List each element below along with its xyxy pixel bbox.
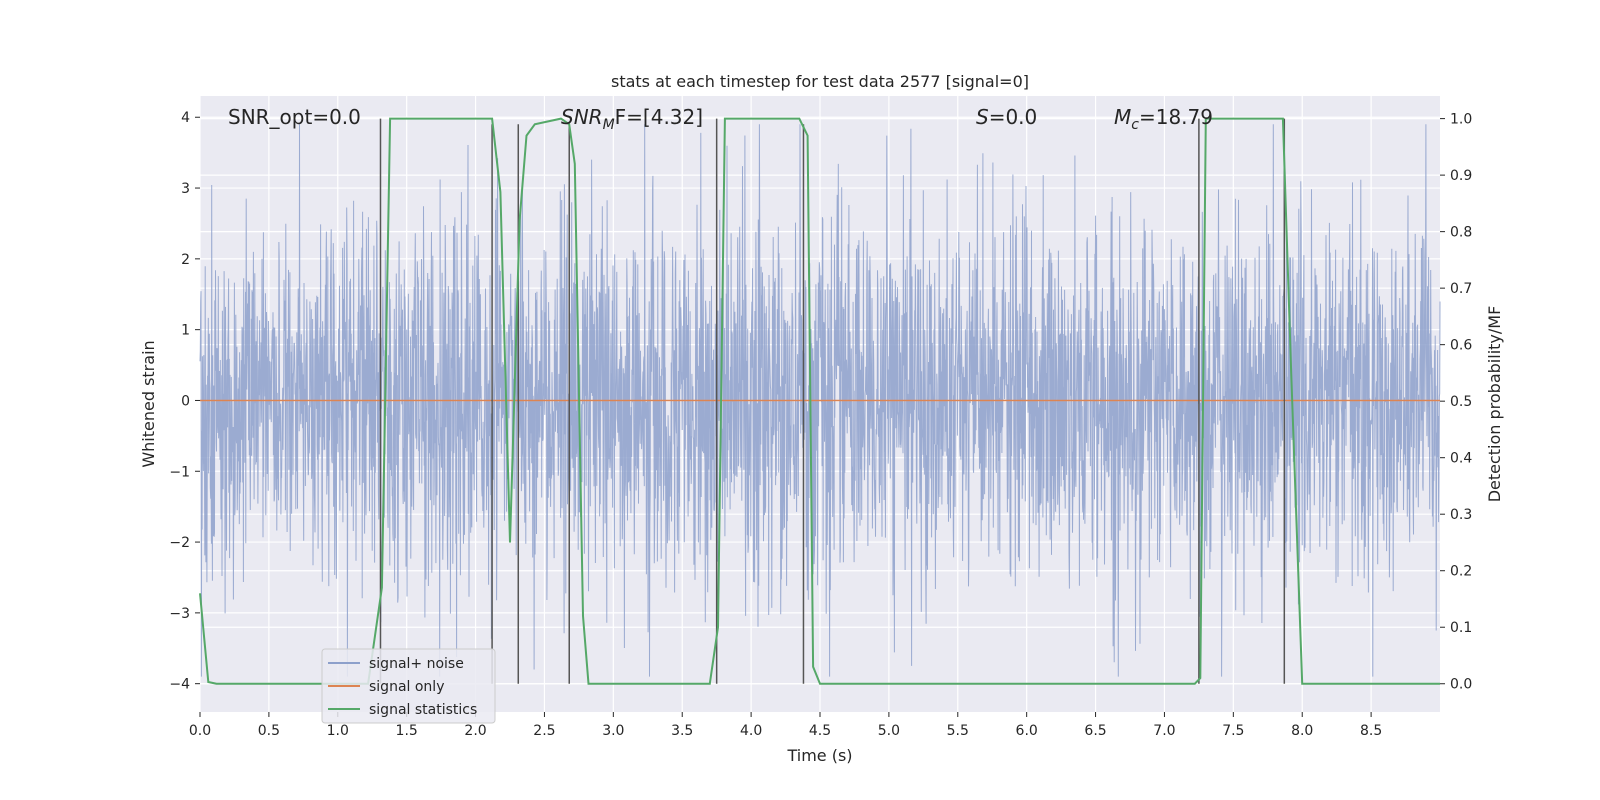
- y-right-tick-label: 0.0: [1450, 677, 1472, 693]
- y-axis-right-label: Detection probability/MF: [1485, 306, 1504, 503]
- x-tick-label: 4.5: [809, 723, 831, 739]
- y-right-tick-label: 0.1: [1450, 620, 1472, 636]
- x-tick-label: 0.0: [189, 723, 211, 739]
- annotation-s-value: S=0.0: [976, 105, 1037, 129]
- x-tick-label: 8.0: [1291, 723, 1313, 739]
- y-axis-left-ticks: 4 3 2 1 0 −1 −2 −3 −4: [169, 110, 200, 693]
- x-tick-label: 4.0: [740, 723, 762, 739]
- y-right-tick-label: 0.3: [1450, 507, 1472, 523]
- chart-title: stats at each timestep for test data 257…: [611, 72, 1029, 91]
- x-tick-label: 3.5: [671, 723, 693, 739]
- x-axis-label: Time (s): [786, 746, 852, 765]
- x-tick-label: 5.5: [947, 723, 969, 739]
- y-axis-left-label: Whitened strain: [139, 340, 158, 467]
- x-tick-label: 6.5: [1084, 723, 1106, 739]
- y-left-tick-label: −3: [169, 606, 190, 622]
- y-right-tick-label: 0.7: [1450, 281, 1472, 297]
- x-tick-label: 8.5: [1360, 723, 1382, 739]
- legend-box: [321, 648, 496, 724]
- legend: signal+ noise signal only signal statist…: [321, 648, 496, 724]
- x-tick-label: 0.5: [258, 723, 280, 739]
- y-left-tick-label: −1: [169, 464, 190, 480]
- noise-trace: [199, 124, 1441, 677]
- x-tick-label: 2.0: [464, 723, 486, 739]
- x-tick-label: 1.0: [327, 723, 349, 739]
- y-left-tick-label: 3: [181, 181, 190, 197]
- legend-label-signal-only: signal only: [369, 679, 444, 695]
- y-right-tick-label: 0.4: [1450, 451, 1472, 467]
- y-left-tick-label: 0: [181, 393, 190, 409]
- x-tick-label: 7.5: [1222, 723, 1244, 739]
- y-right-tick-label: 0.2: [1450, 564, 1472, 580]
- series-signal-statistics: [199, 117, 1440, 685]
- annotation-snr-opt: SNR_opt=0.0: [228, 105, 361, 129]
- x-tick-label: 3.0: [602, 723, 624, 739]
- x-tick-label: 1.5: [396, 723, 418, 739]
- y-left-tick-label: 4: [181, 110, 190, 126]
- x-tick-label: 7.0: [1153, 723, 1175, 739]
- x-tick-label: 5.0: [878, 723, 900, 739]
- y-left-tick-label: 1: [181, 323, 190, 339]
- y-right-tick-label: 1.0: [1450, 112, 1472, 128]
- y-right-tick-label: 0.8: [1450, 225, 1472, 241]
- y-left-tick-label: −4: [169, 677, 190, 693]
- legend-label-signal-statistics: signal statistics: [369, 702, 477, 718]
- x-tick-label: 6.0: [1016, 723, 1038, 739]
- annotation-snr-mf: SNRMF=[4.32]: [561, 105, 703, 133]
- x-axis-ticks: 0.0 0.5 1.0 1.5 2.0 2.5 3.0 3.5 4.0 4.5 5.0 5.5 6.0 6…: [189, 712, 1382, 739]
- y-axis-right-ticks: 1.0 0.9 0.8 0.7 0.6 0.5 0.4 0.3 0.2 0.1 0.0: [1440, 112, 1472, 693]
- y-right-tick-label: 0.9: [1450, 168, 1472, 184]
- signal-statistics-line: [199, 117, 1440, 685]
- series-signal-plus-noise: [199, 124, 1441, 677]
- legend-label-signal-plus-noise: signal+ noise: [369, 656, 464, 672]
- annotation-mc-value: Mc=18.79: [1114, 105, 1213, 133]
- vertical-markers: [379, 118, 1286, 684]
- x-tick-label: 2.5: [533, 723, 555, 739]
- y-left-tick-label: 2: [181, 252, 190, 268]
- y-right-tick-label: 0.6: [1450, 338, 1472, 354]
- y-left-tick-label: −2: [169, 535, 190, 551]
- y-right-tick-label: 0.5: [1450, 394, 1472, 410]
